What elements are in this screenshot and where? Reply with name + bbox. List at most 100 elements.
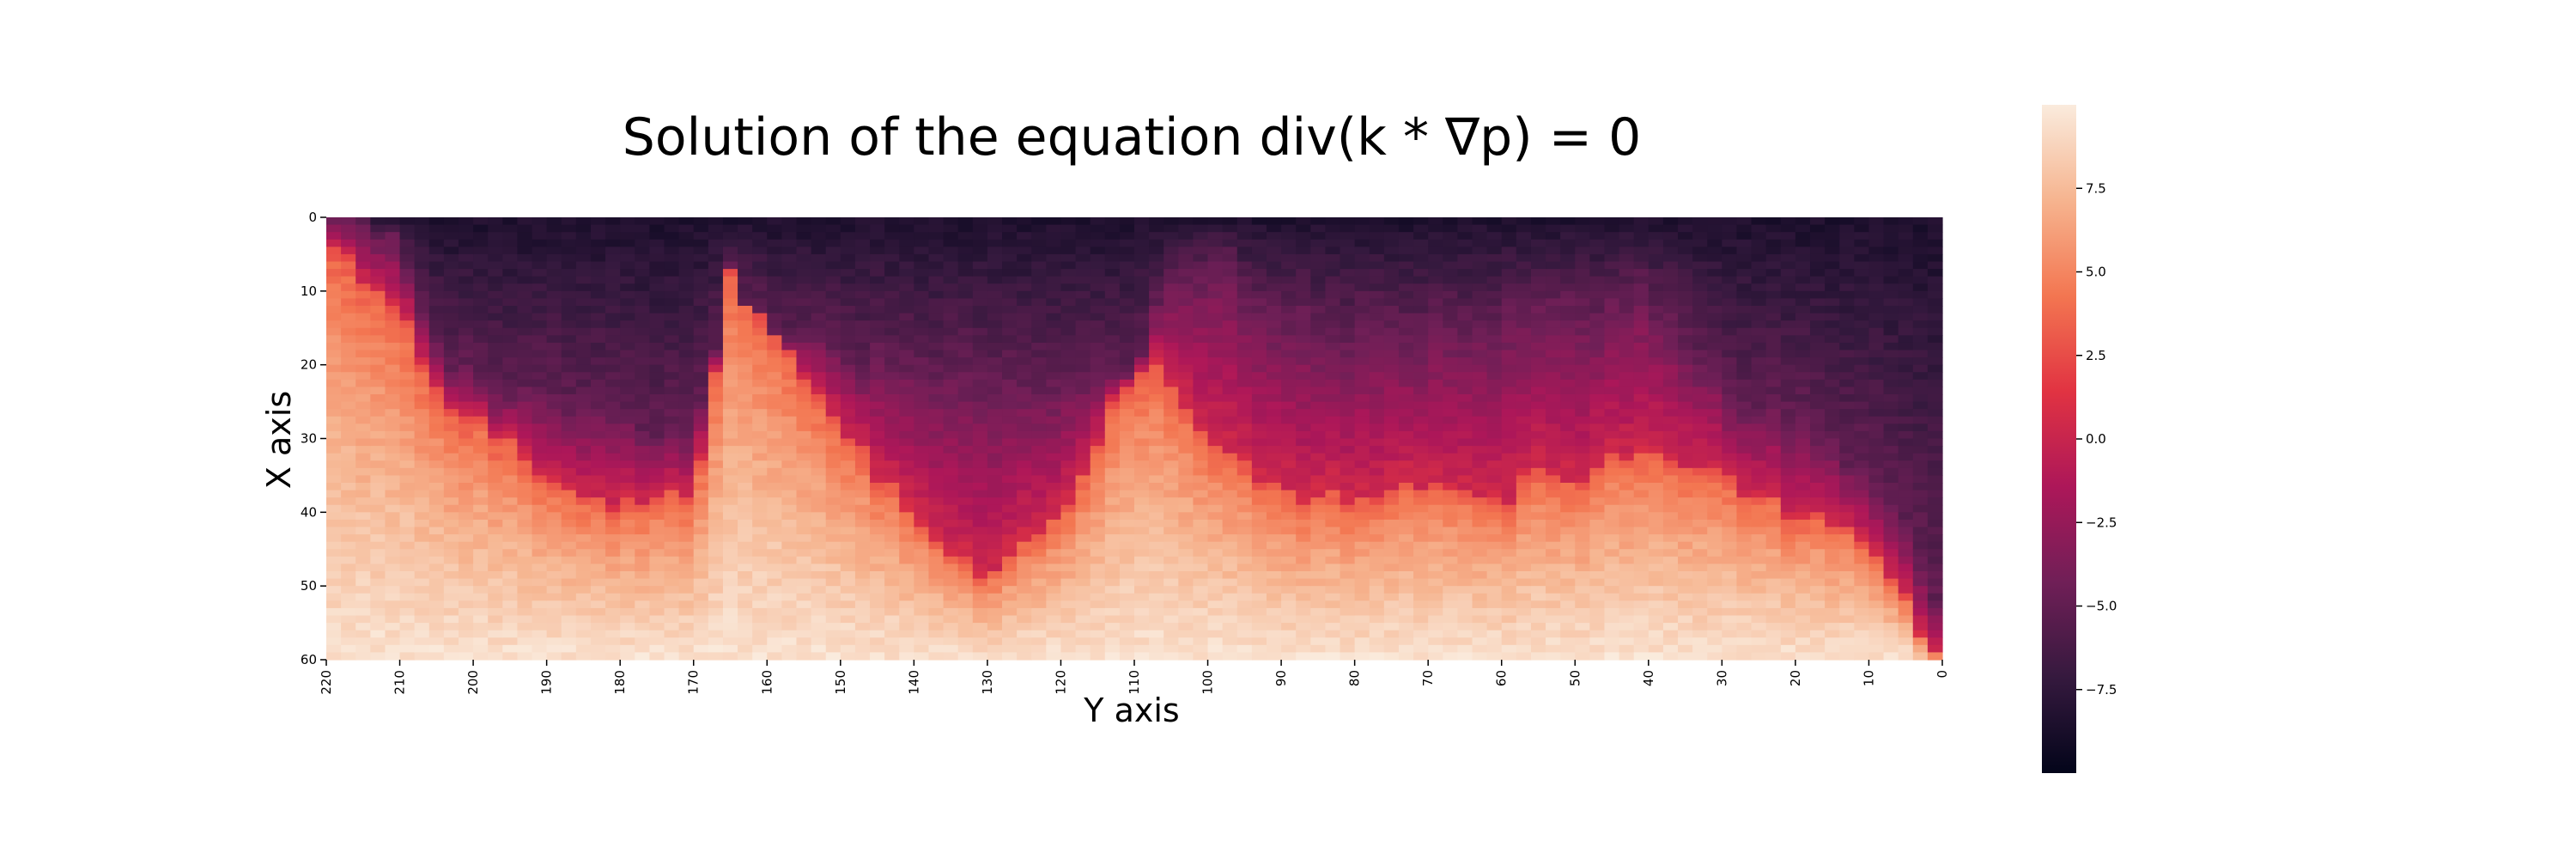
heatmap-cell <box>1325 394 1341 403</box>
heatmap-cell <box>1236 615 1253 624</box>
heatmap-cell <box>1017 615 1032 624</box>
heatmap-cell <box>1222 372 1238 381</box>
heatmap-cell <box>502 607 519 617</box>
heatmap-cell <box>1354 357 1370 366</box>
heatmap-cell <box>1134 586 1150 594</box>
heatmap-cell <box>546 644 562 654</box>
heatmap-cell <box>1222 379 1238 388</box>
heatmap-cell <box>1002 342 1018 351</box>
heatmap-cell <box>781 571 798 580</box>
heatmap-cell <box>1002 453 1018 461</box>
heatmap-cell <box>502 364 519 373</box>
heatmap-cell <box>1251 342 1267 351</box>
heatmap-cell <box>840 409 856 417</box>
heatmap-cell <box>355 423 371 432</box>
heatmap-cell <box>767 416 782 424</box>
heatmap-cell <box>1413 593 1429 601</box>
heatmap-cell <box>1428 490 1443 498</box>
heatmap-cell <box>605 372 621 381</box>
heatmap-cell <box>943 409 959 417</box>
heatmap-cell <box>870 372 885 381</box>
heatmap-cell <box>635 394 650 403</box>
heatmap-cell <box>1090 483 1106 491</box>
heatmap-cell <box>693 276 709 284</box>
heatmap-cell <box>1031 327 1047 336</box>
heatmap-cell <box>854 504 871 513</box>
heatmap-cell <box>1457 387 1473 395</box>
heatmap-cell <box>1236 253 1253 263</box>
heatmap-cell <box>1266 313 1282 321</box>
heatmap-cell <box>532 497 548 506</box>
heatmap-cell <box>811 298 827 307</box>
heatmap-cell <box>1501 276 1517 284</box>
heatmap-cell <box>943 519 959 528</box>
heatmap-cell <box>1222 253 1238 263</box>
heatmap-cell <box>1090 637 1106 646</box>
heatmap-cell <box>546 342 562 351</box>
heatmap-cell <box>767 364 782 373</box>
heatmap-cell <box>1178 490 1194 498</box>
heatmap-cell <box>840 623 856 631</box>
heatmap-cell <box>1428 483 1443 491</box>
heatmap-cell <box>840 394 856 403</box>
heatmap-cell <box>1486 446 1503 454</box>
heatmap-cell <box>1222 350 1238 358</box>
heatmap-cell <box>1134 342 1150 351</box>
heatmap-cell <box>664 497 680 506</box>
heatmap-cell <box>1310 630 1327 638</box>
heatmap-cell <box>1002 593 1018 601</box>
heatmap-cell <box>1281 224 1297 233</box>
heatmap-cell <box>678 232 695 241</box>
heatmap-cell <box>943 364 959 373</box>
heatmap-cell <box>1149 446 1164 454</box>
heatmap-cell <box>1296 541 1311 550</box>
heatmap-cell <box>370 342 386 351</box>
heatmap-cell <box>1178 527 1194 535</box>
heatmap-cell <box>1310 541 1327 550</box>
heatmap-cell <box>870 460 885 469</box>
heatmap-cell <box>605 409 621 417</box>
heatmap-cell <box>693 630 709 638</box>
heatmap-cell <box>767 460 782 469</box>
heatmap-cell <box>590 335 606 344</box>
heatmap-cell <box>428 556 445 565</box>
heatmap-cell <box>708 571 724 580</box>
heatmap-cell <box>1119 387 1135 395</box>
heatmap-cell <box>1163 564 1179 572</box>
heatmap-cell <box>399 607 416 617</box>
heatmap-cell <box>561 430 577 440</box>
heatmap-cell <box>1443 453 1458 461</box>
heatmap-cell <box>972 475 988 484</box>
heatmap-cell <box>943 247 959 255</box>
heatmap-cell <box>458 512 474 521</box>
heatmap-cell <box>1369 224 1385 233</box>
heatmap-cell <box>1266 261 1282 270</box>
heatmap-cell <box>1017 290 1032 300</box>
heatmap-cell <box>1163 239 1179 247</box>
heatmap-cell <box>1134 430 1150 440</box>
heatmap-cell <box>722 394 738 403</box>
heatmap-cell <box>370 283 386 292</box>
heatmap-cell <box>1104 313 1121 321</box>
heatmap-cell <box>1149 586 1164 594</box>
heatmap-cell <box>796 607 812 617</box>
heatmap-cell <box>1413 409 1429 417</box>
heatmap-cell <box>1060 372 1077 381</box>
heatmap-cell <box>1178 630 1194 638</box>
heatmap-cell <box>473 512 489 521</box>
heatmap-cell <box>957 232 974 241</box>
heatmap-cell <box>722 387 738 395</box>
heatmap-cell <box>473 527 489 535</box>
heatmap-cell <box>664 475 680 484</box>
heatmap-cell <box>1104 630 1121 638</box>
heatmap-cell <box>1031 504 1047 513</box>
heatmap-cell <box>854 416 871 424</box>
heatmap-cell <box>341 379 356 388</box>
heatmap-cell <box>1369 483 1385 491</box>
heatmap-cell <box>1090 335 1106 344</box>
heatmap-cell <box>1163 637 1179 646</box>
heatmap-cell <box>488 217 503 226</box>
heatmap-cell <box>326 527 342 535</box>
heatmap-cell <box>1104 416 1121 424</box>
heatmap-cell <box>1472 541 1488 550</box>
